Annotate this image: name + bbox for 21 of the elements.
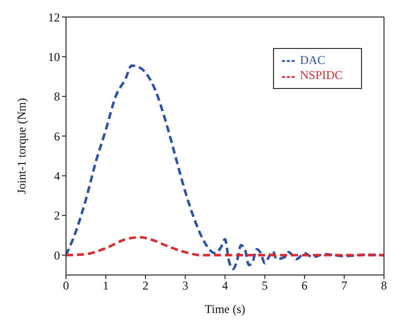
x-tick-label: 8: [381, 278, 387, 293]
x-tick-label: 2: [142, 278, 148, 293]
y-axis-title: Joint-1 torque (Nm): [14, 98, 28, 194]
legend-label: DAC: [300, 53, 326, 67]
x-axis-title: Time (s): [204, 302, 246, 316]
x-tick-label: 5: [262, 278, 268, 293]
x-tick-label: 6: [302, 278, 308, 293]
x-tick-label: 0: [63, 278, 69, 293]
x-tick-label: 4: [222, 278, 228, 293]
y-tick-label: 12: [48, 10, 60, 24]
line-series: [66, 236, 384, 256]
y-tick-label: 8: [54, 90, 60, 104]
legend-label: NSPIDC: [300, 68, 343, 82]
y-tick-label: 4: [54, 169, 60, 184]
y-tick-label: 6: [54, 129, 60, 144]
x-tick-label: 1: [102, 278, 109, 293]
y-tick-label: 2: [54, 208, 60, 223]
x-tick-label: 3: [182, 278, 188, 293]
y-tick-label: 10: [48, 50, 60, 64]
x-tick-label: 7: [341, 278, 348, 293]
y-tick-label: 0: [54, 248, 60, 262]
